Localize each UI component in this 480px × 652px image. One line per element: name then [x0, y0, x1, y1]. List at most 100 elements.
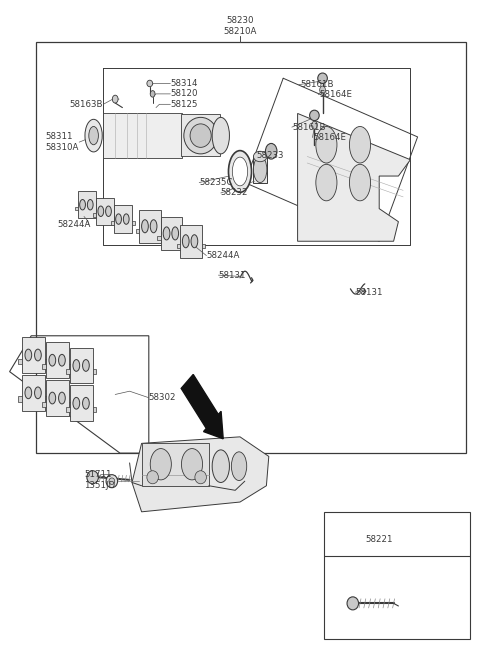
- Bar: [70, 348, 93, 383]
- Ellipse shape: [73, 360, 80, 372]
- Bar: [46, 380, 69, 416]
- Bar: [182, 236, 186, 240]
- Bar: [157, 236, 161, 240]
- Bar: [136, 229, 139, 233]
- Text: 58244A: 58244A: [206, 251, 240, 260]
- Bar: [36, 42, 466, 453]
- Ellipse shape: [150, 449, 171, 480]
- Bar: [181, 114, 220, 156]
- Bar: [45, 396, 48, 402]
- Ellipse shape: [318, 73, 327, 83]
- Ellipse shape: [181, 449, 203, 480]
- Text: 58161B: 58161B: [293, 123, 326, 132]
- Text: 58244A: 58244A: [58, 220, 91, 230]
- Text: 58235C: 58235C: [199, 178, 233, 187]
- Ellipse shape: [195, 471, 206, 484]
- Bar: [70, 385, 93, 421]
- Bar: [93, 213, 96, 216]
- Ellipse shape: [85, 119, 102, 152]
- Ellipse shape: [106, 475, 118, 488]
- Polygon shape: [132, 437, 269, 512]
- Bar: [42, 364, 46, 369]
- Bar: [46, 342, 69, 378]
- Bar: [96, 198, 114, 225]
- Bar: [96, 207, 99, 210]
- Text: 58164E: 58164E: [313, 133, 347, 142]
- Ellipse shape: [253, 151, 267, 162]
- Bar: [142, 443, 209, 486]
- Ellipse shape: [182, 235, 189, 248]
- Ellipse shape: [150, 220, 157, 233]
- Bar: [22, 375, 45, 411]
- Text: 58314: 58314: [170, 79, 198, 88]
- Ellipse shape: [87, 200, 93, 210]
- Text: 58120: 58120: [170, 89, 198, 98]
- Text: 58161B: 58161B: [300, 80, 334, 89]
- Text: 58210A: 58210A: [223, 27, 257, 36]
- Polygon shape: [298, 113, 410, 241]
- Bar: [69, 402, 72, 407]
- Ellipse shape: [25, 387, 32, 398]
- Ellipse shape: [59, 392, 65, 404]
- Ellipse shape: [35, 349, 41, 361]
- Ellipse shape: [25, 349, 32, 361]
- Ellipse shape: [163, 227, 170, 240]
- Bar: [177, 244, 180, 248]
- Text: 51711: 51711: [84, 470, 111, 479]
- Text: 1351JD: 1351JD: [84, 481, 115, 490]
- Ellipse shape: [112, 95, 118, 103]
- Ellipse shape: [83, 397, 89, 409]
- Ellipse shape: [316, 164, 337, 201]
- Bar: [18, 396, 22, 402]
- Ellipse shape: [106, 206, 111, 216]
- Ellipse shape: [212, 117, 229, 154]
- Ellipse shape: [191, 235, 198, 248]
- Text: 58302: 58302: [149, 393, 176, 402]
- Ellipse shape: [231, 452, 247, 481]
- Ellipse shape: [49, 355, 56, 366]
- Text: 58125: 58125: [170, 100, 198, 109]
- Bar: [93, 369, 96, 374]
- Bar: [180, 225, 202, 258]
- Bar: [93, 407, 96, 412]
- Ellipse shape: [49, 392, 56, 404]
- Text: 58163B: 58163B: [70, 100, 103, 109]
- Ellipse shape: [320, 86, 325, 94]
- Bar: [111, 221, 114, 224]
- Ellipse shape: [73, 397, 80, 409]
- Bar: [22, 337, 45, 373]
- Bar: [45, 359, 48, 364]
- Text: 58131: 58131: [355, 288, 383, 297]
- Ellipse shape: [265, 143, 277, 159]
- Bar: [202, 244, 205, 248]
- Text: 58310A: 58310A: [46, 143, 79, 152]
- Ellipse shape: [316, 126, 337, 163]
- Ellipse shape: [109, 478, 115, 484]
- Text: 58233: 58233: [257, 151, 284, 160]
- Ellipse shape: [147, 471, 158, 484]
- Bar: [139, 210, 161, 243]
- Ellipse shape: [310, 110, 319, 121]
- Ellipse shape: [89, 126, 98, 145]
- Bar: [69, 364, 72, 369]
- Text: 58131: 58131: [218, 271, 246, 280]
- Bar: [253, 156, 267, 183]
- Ellipse shape: [172, 227, 179, 240]
- Ellipse shape: [232, 157, 248, 186]
- Bar: [161, 217, 182, 250]
- Bar: [114, 205, 132, 233]
- Ellipse shape: [184, 117, 217, 154]
- Ellipse shape: [116, 214, 121, 224]
- Bar: [66, 369, 70, 374]
- Ellipse shape: [190, 124, 211, 147]
- Bar: [78, 191, 96, 218]
- Ellipse shape: [59, 355, 65, 366]
- Ellipse shape: [212, 450, 229, 482]
- Ellipse shape: [253, 156, 267, 183]
- Ellipse shape: [349, 126, 371, 163]
- Ellipse shape: [123, 214, 129, 224]
- Ellipse shape: [312, 121, 317, 129]
- Bar: [132, 221, 135, 224]
- Bar: [66, 407, 70, 412]
- Text: 58221: 58221: [365, 535, 393, 544]
